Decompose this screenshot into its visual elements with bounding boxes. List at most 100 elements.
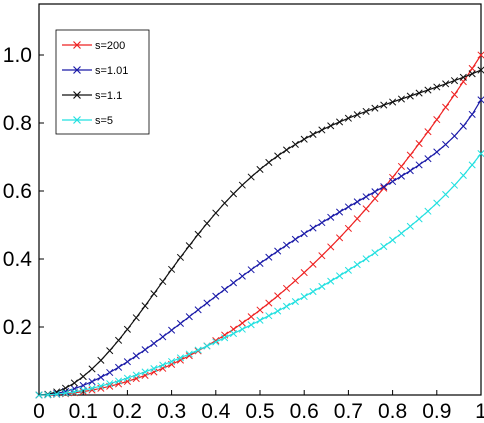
data-point xyxy=(450,77,459,85)
data-point xyxy=(97,373,105,381)
x-tick-label: 0.5 xyxy=(245,400,274,423)
data-point xyxy=(88,378,96,386)
data-point xyxy=(450,181,459,189)
data-point xyxy=(433,83,441,91)
data-point xyxy=(327,122,335,130)
data-point xyxy=(203,342,211,350)
data-point xyxy=(362,205,370,213)
data-point xyxy=(247,266,255,274)
data-point xyxy=(203,219,211,227)
data-point xyxy=(168,326,176,334)
data-point xyxy=(97,356,105,364)
data-point xyxy=(229,190,238,198)
legend-marker xyxy=(73,116,81,124)
data-point xyxy=(353,215,361,223)
x-tick-label: 0.2 xyxy=(113,400,142,423)
data-point xyxy=(406,222,414,230)
x-tick-label: 0.6 xyxy=(290,400,319,423)
data-point xyxy=(115,363,123,371)
data-point xyxy=(61,389,70,397)
legend-label: s=1.1 xyxy=(95,90,122,102)
data-point xyxy=(247,173,255,181)
data-point xyxy=(282,302,291,310)
data-point xyxy=(176,354,184,362)
data-point xyxy=(247,313,255,321)
data-point xyxy=(291,297,299,306)
x-axis: 0 0.1 0.2 0.3 0.4 0.5 0.6 0.7 0.8 0.9 1 xyxy=(33,390,484,423)
data-point xyxy=(433,148,441,156)
data-point xyxy=(159,277,167,286)
data-point xyxy=(468,161,476,169)
data-point xyxy=(309,260,317,268)
data-point xyxy=(221,199,229,207)
data-point xyxy=(433,116,441,124)
data-point xyxy=(477,96,484,104)
legend-label: s=200 xyxy=(95,40,125,52)
data-point xyxy=(336,234,344,242)
y-tick-label: 0.6 xyxy=(3,180,32,203)
data-point xyxy=(61,384,70,392)
data-point xyxy=(229,279,238,287)
data-point xyxy=(150,290,158,298)
data-point xyxy=(442,190,450,198)
data-point xyxy=(371,104,379,112)
y-tick-label: 0.4 xyxy=(3,248,33,271)
data-point xyxy=(176,319,184,328)
data-point xyxy=(132,371,140,379)
data-point xyxy=(274,292,282,300)
data-point xyxy=(468,70,476,78)
data-point xyxy=(265,312,273,320)
data-point xyxy=(397,229,405,237)
data-point xyxy=(247,321,255,329)
data-point xyxy=(168,265,176,273)
data-point xyxy=(88,365,96,373)
data-point xyxy=(424,86,432,94)
x-tick-label: 0.4 xyxy=(201,400,231,423)
data-point xyxy=(44,391,52,399)
data-point xyxy=(477,66,484,74)
data-point xyxy=(238,319,246,327)
data-point xyxy=(477,51,484,59)
data-point xyxy=(97,382,105,390)
legend-marker xyxy=(73,66,81,74)
legend-marker xyxy=(73,91,81,99)
data-point xyxy=(459,122,467,130)
data-point xyxy=(282,241,291,249)
data-point xyxy=(256,306,264,314)
data-point xyxy=(123,358,131,366)
data-point xyxy=(353,198,361,206)
data-point xyxy=(274,247,282,255)
data-point xyxy=(256,316,264,324)
data-point xyxy=(389,236,397,244)
data-point xyxy=(79,372,87,381)
y-axis: 0.2 0.4 0.6 0.8 1.0 xyxy=(3,44,44,339)
data-point xyxy=(141,346,149,354)
data-point xyxy=(362,193,370,201)
x-tick-label: 0.8 xyxy=(378,400,407,423)
data-point xyxy=(468,110,476,118)
data-point xyxy=(380,242,388,251)
data-point xyxy=(380,101,388,109)
data-point xyxy=(53,390,61,398)
data-point xyxy=(389,98,397,106)
data-point xyxy=(132,314,140,322)
data-point xyxy=(318,282,326,290)
data-point xyxy=(229,330,238,338)
data-point xyxy=(115,377,123,385)
data-point xyxy=(327,277,335,285)
legend-box xyxy=(55,29,150,135)
data-point xyxy=(194,346,202,354)
data-point xyxy=(221,285,229,294)
data-point xyxy=(141,302,149,310)
y-tick-label: 1.0 xyxy=(3,44,32,67)
legend-marker xyxy=(73,41,81,49)
data-point xyxy=(397,162,405,170)
data-point xyxy=(353,261,361,269)
plot-area xyxy=(35,51,484,399)
data-point xyxy=(406,92,414,100)
data-point xyxy=(415,139,423,148)
data-point xyxy=(397,95,405,103)
data-point xyxy=(459,73,467,81)
data-point xyxy=(70,385,78,393)
data-point xyxy=(477,150,484,158)
